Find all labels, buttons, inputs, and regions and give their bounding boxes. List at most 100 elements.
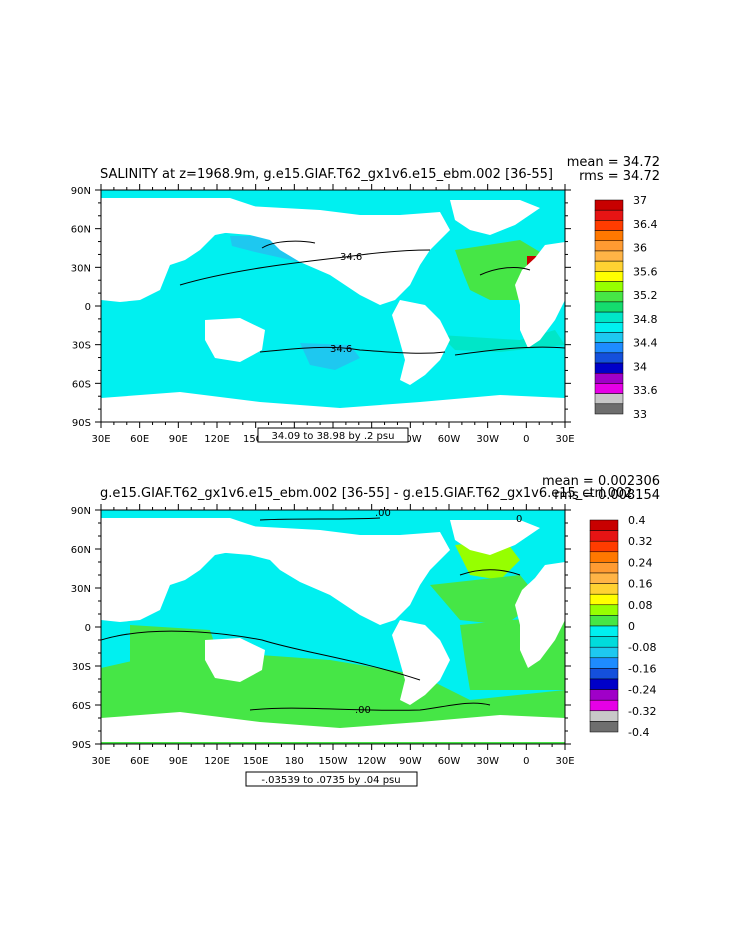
colorbar-swatch (594, 372, 624, 384)
colorbar-label: -0.16 (628, 662, 656, 675)
x-tick-label: 120E (204, 756, 229, 767)
x-tick-label: 90W (399, 434, 422, 445)
x-tick-label: 90E (169, 756, 188, 767)
colorbar-swatch (594, 260, 624, 272)
colorbar-swatch (594, 301, 624, 313)
colorbar-label: 0.32 (628, 535, 653, 548)
salinity-title: SALINITY at z=1968.9m, g.e15.GIAF.T62_gx… (100, 167, 553, 182)
y-tick-label: 60S (72, 379, 91, 390)
colorbar-label: -0.32 (628, 705, 656, 718)
colorbar-label: 0.24 (628, 556, 653, 569)
colorbar-swatch (594, 291, 624, 303)
y-tick-label: 90N (71, 506, 91, 517)
colorbar-swatch (589, 615, 619, 627)
colorbar-swatch (589, 657, 619, 669)
salinity-contour-label: 34.6 (340, 252, 362, 263)
colorbar-label: 37 (633, 194, 647, 207)
x-tick-label: 30E (555, 434, 574, 445)
colorbar-swatch (589, 551, 619, 563)
difference-field (101, 510, 565, 744)
salinity-field (101, 190, 565, 422)
salinity-contour-label: 34.6 (330, 344, 352, 355)
difference-contour-label: .00 (355, 705, 371, 716)
difference-contour-label: .00 (375, 508, 391, 519)
x-tick-label: 90W (399, 756, 422, 767)
colorbar-swatch (589, 583, 619, 595)
salinity-rms: rms = 34.72 (579, 169, 660, 184)
x-tick-label: 60W (438, 756, 461, 767)
y-tick-label: 90N (71, 186, 91, 197)
colorbar-swatch (589, 562, 619, 574)
x-tick-label: 60E (130, 434, 149, 445)
colorbar-label: 0.16 (628, 578, 653, 591)
colorbar-label: -0.4 (628, 726, 649, 739)
y-tick-label: 30N (71, 584, 91, 595)
colorbar-label: 0.08 (628, 599, 653, 612)
y-tick-label: 60N (71, 545, 91, 556)
colorbar-swatch (594, 199, 624, 211)
salinity-colorbar: 37 36.4 36 35.6 35.2 34.8 34.4 34 33.6 33 (594, 194, 658, 421)
x-tick-label: 30E (91, 434, 110, 445)
x-tick-label: 120E (204, 434, 229, 445)
x-tick-label: 120W (357, 756, 386, 767)
salinity-panel: SALINITY at z=1968.9m, g.e15.GIAF.T62_gx… (71, 155, 660, 445)
y-tick-label: 90S (72, 740, 91, 751)
difference-title: g.e15.GIAF.T62_gx1v6.e15_ebm.002 [36-55]… (100, 486, 632, 501)
colorbar-swatch (589, 625, 619, 637)
colorbar-swatch (594, 230, 624, 242)
colorbar-swatch (594, 393, 624, 405)
x-tick-label: 0 (523, 434, 529, 445)
colorbar-label: -0.24 (628, 684, 656, 697)
x-tick-label: 30E (555, 756, 574, 767)
colorbar-swatch (589, 668, 619, 680)
y-tick-label: 30S (72, 341, 91, 352)
x-tick-label: 150E (243, 756, 268, 767)
difference-panel: g.e15.GIAF.T62_gx1v6.e15_ebm.002 [36-55]… (71, 474, 660, 787)
salinity-contour-info: 34.09 to 38.98 by .2 psu (272, 431, 395, 442)
colorbar-swatch (594, 362, 624, 374)
colorbar-swatch (594, 342, 624, 354)
colorbar-swatch (589, 540, 619, 553)
colorbar-swatch (594, 250, 624, 262)
colorbar-label: 36 (633, 242, 647, 255)
colorbar-swatch (589, 636, 619, 648)
colorbar-swatch (589, 689, 619, 701)
colorbar-swatch (589, 646, 619, 659)
colorbar-swatch (594, 332, 624, 343)
colorbar-swatch (594, 281, 624, 292)
colorbar-swatch (594, 322, 624, 333)
colorbar-swatch (589, 721, 619, 733)
x-tick-label: 30W (476, 434, 499, 445)
colorbar-label: 36.4 (633, 218, 658, 231)
colorbar-swatch (594, 311, 624, 323)
colorbar-label: 33.6 (633, 384, 658, 397)
colorbar-label: 0 (628, 620, 635, 633)
colorbar-label: 35.6 (633, 265, 658, 278)
colorbar-label: 33 (633, 408, 647, 421)
colorbar-swatch (589, 678, 619, 690)
colorbar-label: 34.8 (633, 313, 658, 326)
difference-rms: rms = 0.008154 (554, 488, 660, 503)
x-tick-label: 0 (523, 756, 529, 767)
y-tick-label: 30S (72, 662, 91, 673)
colorbar-swatch (594, 403, 624, 415)
colorbar-label: 34 (633, 360, 647, 373)
colorbar-label: 0.4 (628, 514, 646, 527)
colorbar-swatch (594, 271, 624, 282)
salinity-mean: mean = 34.72 (567, 155, 660, 170)
x-tick-label: 180 (285, 756, 304, 767)
colorbar-swatch (589, 593, 619, 606)
colorbar-swatch (589, 572, 619, 584)
colorbar-swatch (589, 699, 619, 712)
colorbar-swatch (594, 209, 624, 221)
colorbar-swatch (589, 710, 619, 722)
x-tick-label: 150E (243, 434, 268, 445)
colorbar-label: 34.4 (633, 337, 658, 350)
colorbar-swatch (589, 530, 619, 542)
colorbar-swatch (594, 220, 624, 231)
y-tick-label: 30N (71, 263, 91, 274)
x-tick-label: 150W (319, 756, 348, 767)
colorbar-swatch (589, 519, 619, 531)
x-tick-label: 60E (130, 756, 149, 767)
